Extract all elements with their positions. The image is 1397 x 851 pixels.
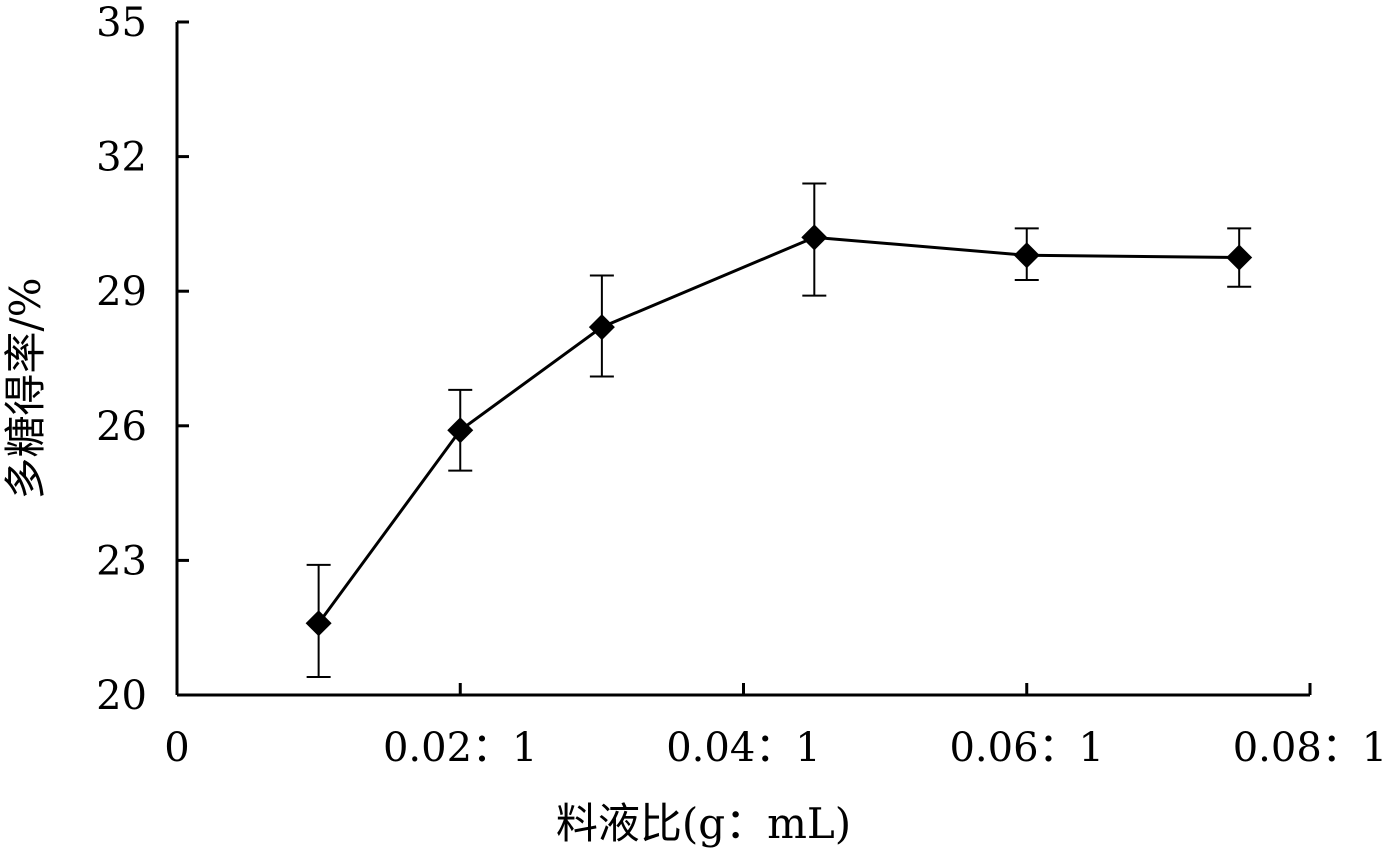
y-ticks: 20 23 26 29 32 35	[96, 0, 189, 719]
x-tick-label: 0.02：1	[383, 725, 538, 771]
x-ticks: 0 0.02：1 0.04：1 0.06：1 0.08：1	[164, 683, 1387, 771]
data-markers	[305, 224, 1253, 637]
data-point	[801, 224, 828, 251]
data-point	[588, 314, 615, 341]
data-point	[305, 610, 332, 637]
data-point	[1013, 242, 1040, 269]
y-tick-label: 23	[96, 538, 147, 584]
data-point	[447, 417, 474, 444]
data-point	[1226, 244, 1253, 271]
y-tick-label: 29	[96, 269, 147, 315]
y-tick-label: 20	[96, 673, 147, 719]
x-tick-label: 0.04：1	[666, 725, 821, 771]
x-tick-label: 0.06：1	[949, 725, 1104, 771]
y-tick-label: 35	[96, 0, 147, 46]
x-tick-label: 0	[164, 725, 189, 771]
plot-area: 20 23 26 29 32 35 0 0.02：1 0.04：1 0.06：1 0.08：1	[96, 0, 1387, 771]
x-axis-title: 料液比(g：mL)	[556, 799, 851, 848]
y-tick-label: 26	[96, 404, 147, 450]
y-tick-label: 32	[96, 135, 147, 181]
x-tick-label: 0.08：1	[1233, 725, 1388, 771]
series-line	[317, 235, 1240, 625]
y-axis-title: 多糖得率/%	[1, 277, 50, 499]
